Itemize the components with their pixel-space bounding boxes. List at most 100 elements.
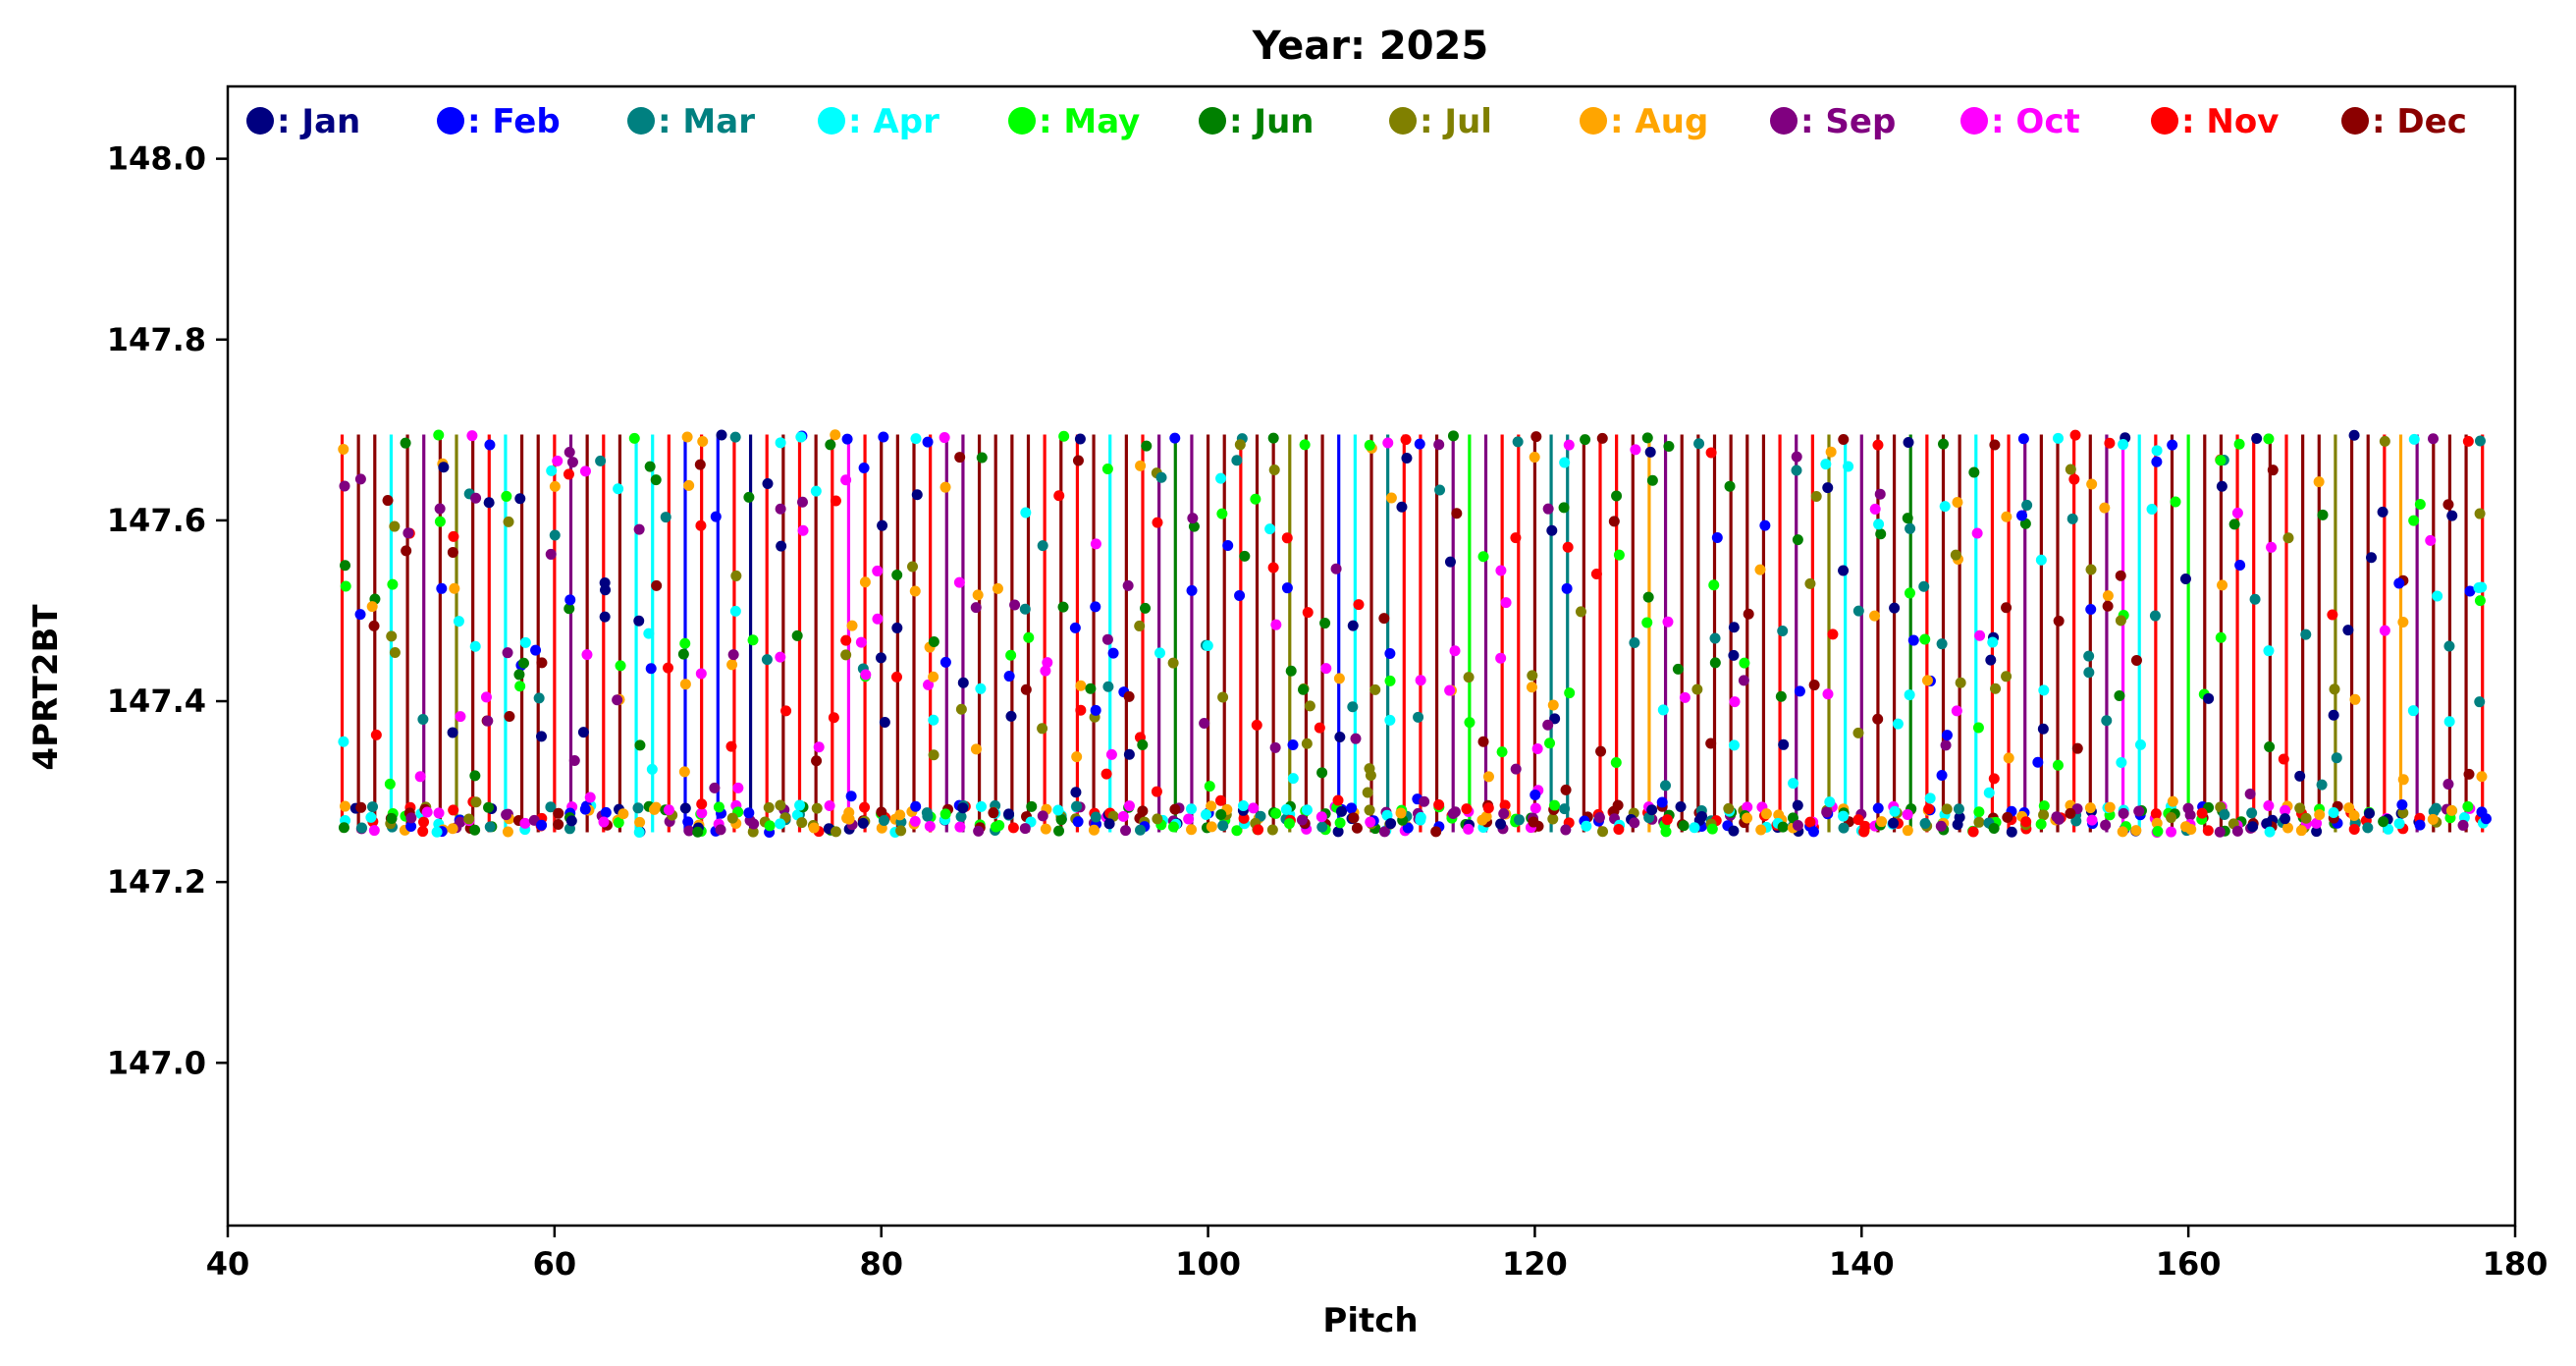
data-point bbox=[743, 491, 755, 503]
data-point bbox=[1347, 701, 1359, 713]
x-tick-label: 80 bbox=[859, 1245, 903, 1283]
data-point bbox=[1953, 803, 1964, 815]
data-point bbox=[1020, 683, 1032, 695]
data-point bbox=[1335, 805, 1347, 817]
data-point bbox=[1728, 825, 1740, 837]
data-point bbox=[1298, 683, 1310, 695]
data-point bbox=[1971, 527, 1983, 539]
data-point bbox=[1496, 746, 1508, 758]
data-point bbox=[1902, 513, 1913, 524]
x-tick-label: 140 bbox=[1829, 1245, 1895, 1283]
data-point bbox=[1902, 808, 1913, 820]
data-point bbox=[617, 808, 629, 820]
data-point bbox=[2397, 616, 2409, 628]
data-point bbox=[1777, 625, 1789, 636]
data-point bbox=[1477, 736, 1489, 747]
data-point bbox=[840, 634, 852, 646]
data-point bbox=[2462, 435, 2474, 447]
data-point bbox=[2348, 429, 2360, 441]
data-point bbox=[502, 826, 513, 838]
data-point bbox=[1396, 501, 1408, 513]
data-point bbox=[1904, 689, 1915, 701]
data-point bbox=[891, 569, 903, 580]
data-point bbox=[1332, 826, 1344, 838]
y-tick-label: 148.0 bbox=[107, 140, 206, 178]
data-point bbox=[2083, 667, 2095, 679]
data-point bbox=[2377, 506, 2388, 518]
legend-marker bbox=[1389, 107, 1417, 135]
legend-marker bbox=[2341, 107, 2369, 135]
data-point bbox=[872, 613, 884, 625]
data-point bbox=[957, 677, 969, 688]
data-point bbox=[2086, 814, 2098, 826]
data-point bbox=[483, 801, 495, 813]
data-point bbox=[599, 611, 611, 623]
data-point bbox=[1451, 508, 1463, 519]
data-point bbox=[1990, 683, 2002, 694]
data-point bbox=[449, 582, 460, 594]
data-point bbox=[928, 714, 939, 726]
data-point bbox=[431, 826, 443, 838]
data-point bbox=[1560, 824, 1572, 836]
x-tick-label: 60 bbox=[533, 1245, 577, 1283]
data-point bbox=[743, 807, 755, 819]
data-point bbox=[1231, 455, 1243, 466]
data-point bbox=[1558, 502, 1570, 514]
data-point bbox=[1280, 803, 1292, 815]
data-point bbox=[1301, 738, 1313, 749]
data-point bbox=[613, 483, 624, 495]
data-point bbox=[386, 630, 398, 642]
data-point bbox=[1590, 568, 1602, 579]
data-point bbox=[1549, 799, 1561, 811]
data-point bbox=[1199, 717, 1210, 729]
data-point bbox=[709, 782, 721, 793]
data-point bbox=[514, 681, 526, 692]
data-point bbox=[340, 580, 351, 592]
data-point bbox=[679, 637, 691, 649]
data-point bbox=[1075, 680, 1087, 691]
data-point bbox=[923, 679, 935, 690]
data-point bbox=[1019, 823, 1031, 835]
data-point bbox=[2282, 532, 2294, 544]
data-point bbox=[469, 640, 481, 652]
data-point bbox=[1838, 434, 1850, 446]
data-point bbox=[1560, 784, 1572, 795]
data-point bbox=[2115, 615, 2126, 627]
data-point bbox=[1705, 447, 1717, 459]
data-point bbox=[519, 636, 531, 648]
data-point bbox=[2300, 628, 2312, 640]
data-point bbox=[795, 431, 807, 443]
data-point bbox=[2280, 804, 2291, 816]
data-point bbox=[447, 546, 458, 558]
data-point bbox=[1547, 813, 1559, 825]
data-point bbox=[794, 799, 806, 811]
data-point bbox=[536, 657, 548, 669]
data-point bbox=[1905, 522, 1916, 534]
data-point bbox=[1549, 713, 1561, 725]
data-point bbox=[2244, 788, 2256, 799]
data-point bbox=[2104, 801, 2116, 813]
data-point bbox=[2231, 825, 2243, 837]
data-point bbox=[1728, 739, 1740, 751]
data-point bbox=[503, 516, 514, 527]
data-point bbox=[632, 802, 644, 814]
data-point bbox=[1662, 616, 1674, 628]
data-point bbox=[710, 511, 722, 522]
y-tick-label: 147.8 bbox=[107, 321, 206, 358]
data-point bbox=[2052, 432, 2064, 444]
data-point bbox=[2234, 559, 2246, 571]
data-point bbox=[2118, 807, 2129, 819]
data-point bbox=[775, 818, 786, 830]
data-point bbox=[2462, 800, 2474, 812]
data-point bbox=[648, 803, 660, 815]
x-tick-label: 100 bbox=[1175, 1245, 1241, 1283]
data-point bbox=[725, 740, 737, 752]
data-point bbox=[1561, 582, 1573, 594]
data-point bbox=[483, 497, 495, 509]
data-point bbox=[2070, 815, 2082, 827]
data-point bbox=[356, 822, 368, 834]
data-point bbox=[338, 443, 349, 455]
data-point bbox=[2085, 564, 2097, 575]
data-point bbox=[581, 649, 593, 661]
data-point bbox=[1037, 723, 1048, 735]
